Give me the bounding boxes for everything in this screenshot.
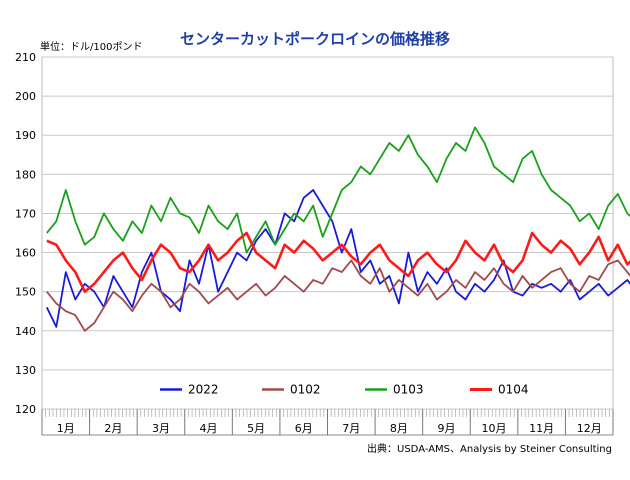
x-tick-label: 4月 (200, 422, 218, 435)
series-line-2022 (45, 189, 630, 328)
x-tick-label: 12月 (577, 422, 602, 435)
plot-area (41, 56, 614, 410)
series-line-0103 (46, 126, 630, 254)
y-tick-label: 210 (15, 51, 36, 64)
x-tick-label: 8月 (390, 422, 408, 435)
legend-label: 2022 (188, 382, 219, 396)
x-tick-label: 2月 (104, 422, 122, 435)
y-tick-label: 140 (15, 325, 36, 338)
series-lines (45, 126, 630, 332)
x-tick-label: 6月 (295, 422, 313, 435)
x-tick-label: 11月 (529, 422, 554, 435)
legend: 2022 0102 0103 0104 (160, 382, 529, 396)
chart-title: センターカットポークロインの価格推移 (180, 30, 450, 48)
unit-label: 単位：ドル/100ポンド (40, 40, 142, 53)
y-tick-label: 180 (15, 168, 36, 181)
x-tick-label: 1月 (57, 422, 75, 435)
x-tick-label: 5月 (247, 422, 265, 435)
y-tick-label: 120 (15, 403, 36, 416)
legend-label: 0102 (290, 382, 321, 396)
y-tick-label: 150 (15, 286, 36, 299)
y-tick-label: 170 (15, 207, 36, 220)
y-axis-ticks: 120 130 140 150 160 170 180 190 200 210 (15, 51, 36, 416)
x-tick-label: 10月 (482, 422, 507, 435)
x-tick-label: 3月 (152, 422, 170, 435)
series-line-0104 (46, 231, 630, 294)
legend-label: 0103 (393, 382, 424, 396)
legend-label: 0104 (498, 382, 529, 396)
x-tick-label: 9月 (437, 422, 455, 435)
y-tick-label: 200 (15, 90, 36, 103)
y-tick-label: 160 (15, 247, 36, 260)
x-axis: 1月 2月 3月 4月 5月 6月 7月 8月 9月 10月 11月 12月 (41, 409, 614, 436)
source-note: 出典：USDA-AMS、Analysis by Steiner Consulti… (367, 442, 612, 455)
y-tick-label: 130 (15, 364, 36, 377)
series-line-0102 (46, 259, 630, 332)
y-tick-label: 190 (15, 129, 36, 142)
x-tick-label: 7月 (342, 422, 360, 435)
